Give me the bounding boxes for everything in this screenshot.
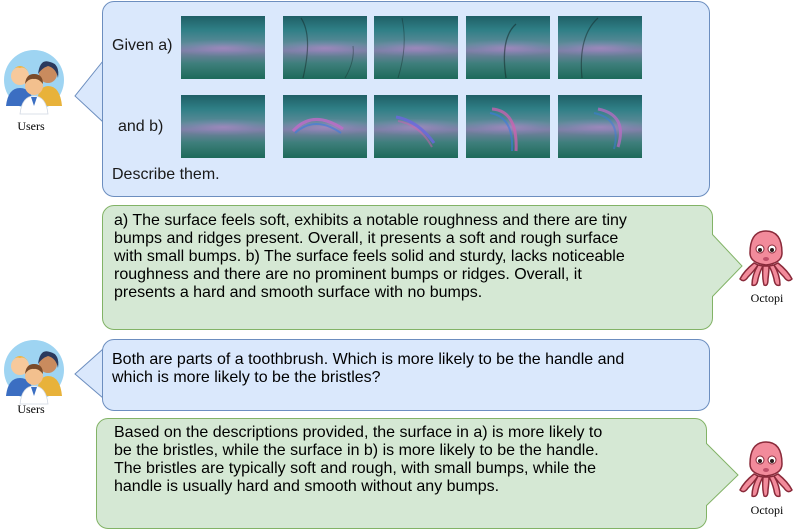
text-line: a) The surface feels soft, exhibits a no…: [114, 212, 627, 229]
octopi-label: Octopi: [750, 291, 784, 305]
tactile-image-a-5: [558, 16, 642, 79]
users-label: Users: [17, 119, 45, 133]
text-line: presents a hard and smooth surface with …: [114, 284, 483, 301]
tactile-image-a-1: [181, 16, 265, 79]
label-b: and b): [118, 118, 164, 135]
text-line: which is more likely to be the bristles?: [112, 369, 381, 386]
octopus-avatar-icon: [736, 225, 796, 289]
tactile-image-b-4: [466, 95, 550, 158]
user-message-text: Both are parts of a toothbrush. Which is…: [112, 351, 708, 387]
text-line: be the bristles, while the surface in b)…: [114, 442, 599, 459]
assistant-message-bubble: [102, 205, 713, 330]
assistant-message-text: Based on the descriptions provided, the …: [114, 424, 704, 496]
tactile-image-b-1: [181, 95, 265, 158]
tactile-image-b-5: [558, 95, 642, 158]
tactile-image-a-3: [374, 16, 458, 79]
assistant-message-bubble: [96, 418, 707, 529]
tactile-image-a-2: [283, 16, 367, 79]
users-avatar-icon: [0, 334, 68, 406]
label-a: Given a): [112, 37, 173, 54]
bubble-tail: [709, 233, 743, 299]
tactile-image-b-2: [283, 95, 367, 158]
users-avatar-icon: [0, 44, 68, 116]
text-line: Based on the descriptions provided, the …: [114, 424, 603, 441]
assistant-message-text: a) The surface feels soft, exhibits a no…: [114, 212, 710, 302]
text-line: The bristles are typically soft and roug…: [114, 460, 596, 477]
text-line: Both are parts of a toothbrush. Which is…: [112, 351, 625, 368]
bubble-tail: [703, 442, 739, 508]
describe-prompt: Describe them.: [112, 166, 220, 183]
tactile-image-b-3: [374, 95, 458, 158]
text-line: with small bumps. b) The surface feels s…: [114, 248, 625, 265]
octopus-avatar-icon: [736, 436, 796, 500]
text-line: handle is usually hard and smooth withou…: [114, 478, 500, 495]
text-line: bumps and ridges present. Overall, it pr…: [114, 230, 619, 247]
users-label: Users: [17, 402, 45, 416]
tactile-image-a-4: [466, 16, 550, 79]
octopi-label: Octopi: [750, 503, 784, 517]
text-line: roughness and there are no prominent bum…: [114, 266, 582, 283]
user-message-bubble: [102, 339, 710, 411]
